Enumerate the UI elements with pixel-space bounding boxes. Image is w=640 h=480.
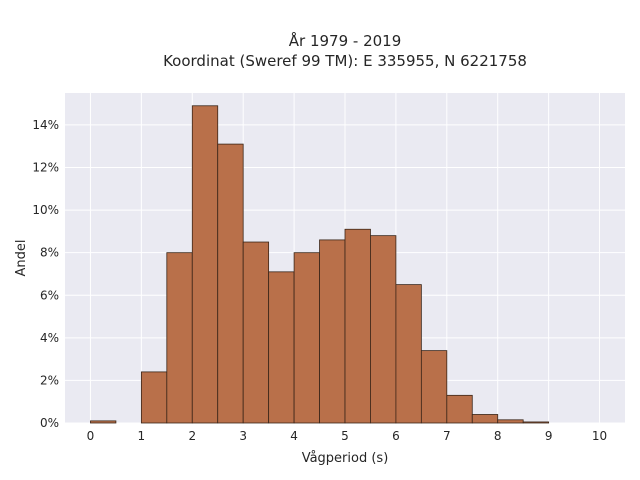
y-tick-label: 14% — [32, 118, 59, 132]
histogram-bar — [166, 252, 193, 424]
histogram-bar — [522, 421, 550, 424]
histogram-bar — [370, 235, 397, 424]
x-tick-label: 9 — [545, 429, 553, 443]
x-axis-label: Vågperiod (s) — [302, 451, 389, 466]
histogram-bar — [293, 252, 320, 424]
chart-title-line-1: År 1979 - 2019 — [289, 31, 402, 50]
histogram-bar — [319, 239, 346, 424]
histogram-bar — [344, 228, 371, 424]
x-tick-label: 1 — [138, 429, 146, 443]
x-tick-labels: 0 1 2 3 4 5 6 7 8 9 10 — [87, 429, 608, 443]
histogram-bar — [446, 394, 473, 424]
histogram-bar — [217, 143, 244, 424]
histogram-bar — [497, 419, 524, 424]
histogram-bar — [242, 241, 270, 424]
y-tick-label: 10% — [32, 203, 59, 217]
histogram-bar — [191, 105, 219, 424]
y-tick-label: 4% — [40, 331, 59, 345]
y-tick-label: 12% — [32, 161, 59, 175]
histogram-bar — [140, 371, 168, 424]
x-tick-label: 3 — [239, 429, 247, 443]
x-tick-label: 2 — [188, 429, 196, 443]
x-tick-label: 5 — [341, 429, 349, 443]
histogram-bar — [471, 414, 499, 424]
x-tick-label: 6 — [392, 429, 400, 443]
bars-group — [90, 105, 550, 424]
histogram-bar — [420, 350, 448, 424]
y-tick-label: 8% — [40, 246, 59, 260]
x-tick-label: 0 — [87, 429, 95, 443]
y-tick-label: 6% — [40, 288, 59, 302]
histogram-bar — [268, 271, 295, 424]
x-tick-label: 10 — [592, 429, 607, 443]
histogram-bar — [395, 284, 422, 424]
x-tick-label: 7 — [443, 429, 451, 443]
histogram-bar — [90, 420, 117, 424]
x-tick-label: 4 — [290, 429, 298, 443]
y-tick-label: 2% — [40, 373, 59, 387]
y-tick-label: 0% — [40, 416, 59, 430]
y-axis-label: Andel — [14, 240, 29, 277]
chart-title-line-2: Koordinat (Sweref 99 TM): E 335955, N 62… — [163, 52, 527, 70]
x-tick-label: 8 — [494, 429, 502, 443]
y-tick-labels: 0% 2% 4% 6% 8% 10% 12% 14% — [32, 118, 59, 430]
